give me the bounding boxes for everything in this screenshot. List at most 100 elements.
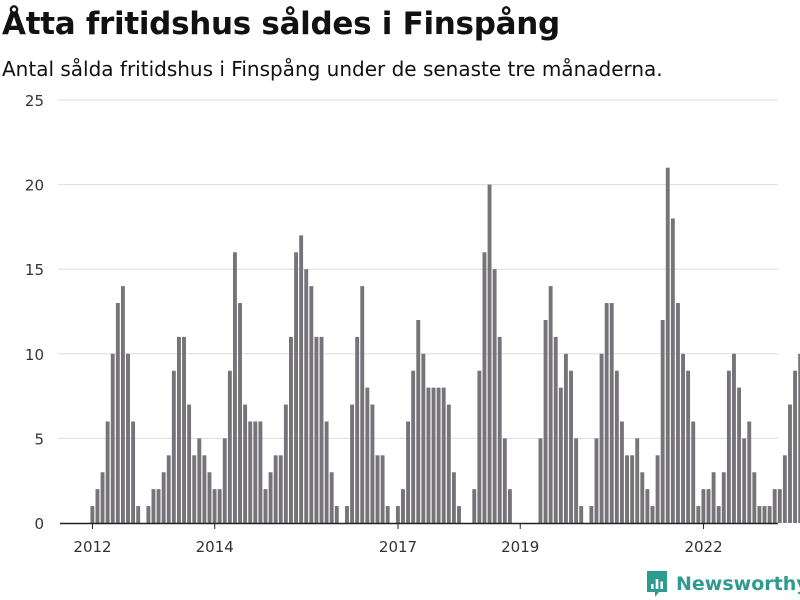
bar (793, 370, 798, 523)
y-tick-label: 25 (25, 92, 44, 110)
bar (350, 404, 355, 523)
bar (625, 455, 629, 523)
chart-subtitle: Antal sålda fritidshus i Finspång under … (2, 57, 663, 81)
bar (660, 319, 665, 523)
bar (472, 489, 477, 523)
bar (757, 506, 762, 523)
bar (711, 472, 716, 523)
bar (136, 506, 141, 523)
bar (614, 370, 619, 523)
bar (207, 472, 212, 523)
bar (477, 370, 482, 523)
bar (655, 455, 660, 523)
bar (691, 421, 696, 523)
bar (441, 387, 446, 523)
bar (589, 506, 594, 523)
bar (681, 353, 685, 523)
bar (726, 370, 731, 523)
bar (258, 421, 263, 523)
bar (767, 506, 772, 523)
bar (782, 455, 787, 523)
bar (497, 336, 502, 523)
bar (263, 489, 268, 523)
bar (324, 421, 329, 523)
bar (772, 489, 777, 523)
bar (747, 421, 752, 523)
brand-name: Newsworthy (676, 573, 800, 595)
bar (752, 472, 757, 523)
bar (120, 286, 125, 523)
bar (446, 404, 451, 523)
bar (222, 438, 227, 523)
bar (737, 387, 741, 523)
bar (650, 506, 655, 523)
bar (126, 353, 130, 523)
bar (355, 336, 360, 523)
bar (599, 353, 604, 523)
bar (360, 286, 365, 523)
bar (238, 303, 242, 523)
bar (166, 455, 171, 523)
bar (314, 336, 319, 523)
bar (619, 421, 624, 523)
bar (100, 472, 105, 523)
bar (548, 286, 553, 523)
bar (777, 489, 782, 523)
bar (278, 455, 283, 523)
bar (217, 489, 222, 523)
bar (268, 472, 273, 523)
bar (319, 336, 324, 523)
x-axis-ticks: 201220142017201920222024 (73, 523, 723, 556)
y-tick-label: 20 (25, 177, 44, 195)
bar (487, 184, 492, 523)
bar (197, 438, 202, 523)
bar (696, 506, 701, 523)
bar (294, 252, 298, 523)
bar (156, 489, 161, 523)
bar (640, 472, 645, 523)
bar (243, 404, 248, 523)
bar (115, 303, 120, 523)
bar (716, 506, 721, 523)
bar (431, 387, 436, 523)
bar (604, 303, 609, 523)
bar (416, 319, 421, 523)
bar (90, 506, 95, 523)
bar (385, 506, 390, 523)
y-tick-label: 15 (25, 261, 44, 279)
bar (345, 506, 349, 523)
bar (406, 421, 411, 523)
bar (110, 353, 115, 523)
bar (334, 506, 339, 523)
bar (492, 269, 497, 523)
bar (706, 489, 711, 523)
bar (299, 235, 304, 524)
bar (798, 353, 800, 523)
newsworthy-logo-icon (647, 571, 667, 597)
bar (594, 438, 599, 523)
bar (574, 438, 579, 523)
bar (365, 387, 370, 523)
y-tick-label: 0 (34, 515, 44, 533)
bar (543, 319, 548, 523)
bar (202, 455, 207, 523)
bar (176, 336, 181, 523)
bar (105, 421, 110, 523)
bar (426, 387, 431, 523)
bar (232, 252, 237, 523)
bar (538, 438, 543, 523)
bar (451, 472, 456, 523)
bar (380, 455, 385, 523)
bar (289, 336, 293, 523)
bar (732, 353, 736, 523)
bar (171, 370, 176, 523)
chart-title: Åtta fritidshus såldes i Finspång (2, 6, 560, 42)
bar (609, 303, 614, 523)
bar (283, 404, 288, 523)
bar (95, 489, 100, 523)
bar (401, 489, 405, 523)
bar (161, 472, 166, 523)
y-tick-label: 5 (34, 430, 44, 448)
bar (665, 167, 670, 523)
